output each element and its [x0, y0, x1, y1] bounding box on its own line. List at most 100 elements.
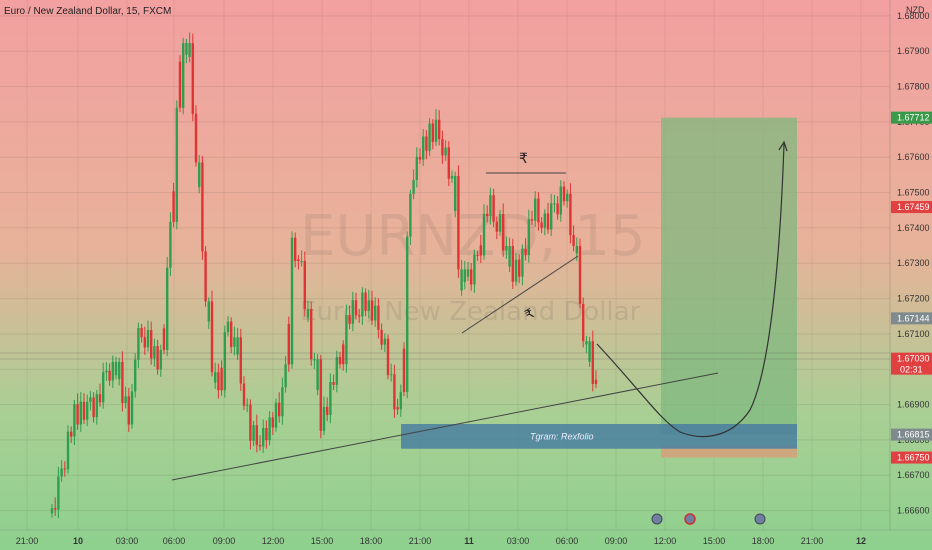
- candle-body: [271, 417, 274, 428]
- price-badge: [891, 201, 932, 214]
- candle-body: [521, 248, 524, 277]
- candle-body: [140, 328, 143, 338]
- candle-body: [114, 361, 118, 376]
- candle-body: [550, 203, 553, 230]
- event-marker[interactable]: [684, 513, 696, 525]
- candle-body: [207, 301, 210, 322]
- candles: [50, 32, 598, 519]
- price-tick-label: 1.67900: [897, 46, 930, 56]
- candle-body: [185, 43, 188, 55]
- time-axis-ticks[interactable]: 21:00 10 03:00 06:00 09:00 12:00 15:00 18:00 21:…: [16, 536, 866, 546]
- candle-body: [438, 119, 441, 140]
- candle-body: [92, 397, 95, 418]
- candle-body: [326, 406, 329, 415]
- price-tick-label: 1.67400: [897, 223, 930, 233]
- candle-body: [156, 346, 159, 370]
- candle-body: [60, 468, 63, 477]
- candle-body: [556, 203, 559, 215]
- time-tick-label: 12: [856, 536, 866, 546]
- candle-body: [262, 428, 265, 447]
- price-tick-label: 1.66600: [897, 506, 930, 516]
- candle-body: [153, 346, 156, 359]
- candle-body: [578, 245, 582, 304]
- candle-body: [354, 300, 358, 316]
- candle-body: [300, 261, 303, 263]
- candle-body: [108, 370, 111, 381]
- candle-body: [518, 259, 521, 277]
- time-tick-label: 06:00: [556, 536, 579, 546]
- candle-body: [105, 370, 108, 373]
- candle-body: [118, 361, 121, 380]
- price-badge-label: 1.67459: [897, 202, 930, 212]
- candle-body: [79, 401, 82, 425]
- candle-body: [351, 300, 354, 324]
- candle-body: [130, 391, 134, 425]
- candle-body: [553, 203, 556, 205]
- candle-body: [178, 61, 182, 108]
- candle-body: [102, 372, 105, 403]
- candle-body: [284, 364, 287, 388]
- candle-body: [313, 359, 316, 361]
- candle-body: [575, 245, 578, 254]
- price-badge: [891, 111, 932, 124]
- candle-body: [278, 402, 281, 417]
- candle-body: [428, 123, 431, 151]
- candle-body: [348, 315, 351, 324]
- candle-body: [143, 337, 146, 348]
- candle-body: [495, 221, 498, 232]
- candle-body: [546, 213, 550, 230]
- candle-body: [540, 222, 543, 228]
- price-badge-label: 1.66815: [897, 430, 930, 440]
- candle-body: [508, 246, 511, 267]
- time-tick-label: 15:00: [703, 536, 726, 546]
- projection-curve: [596, 143, 785, 438]
- price-badge: [891, 451, 932, 464]
- candle-body: [415, 156, 418, 181]
- candle-body: [182, 43, 185, 108]
- time-tick-label: 18:00: [752, 536, 775, 546]
- candle-body: [217, 372, 220, 391]
- candle-body: [188, 43, 191, 57]
- candle-body: [441, 139, 444, 156]
- candle-body: [95, 394, 98, 418]
- candle-body: [588, 341, 591, 362]
- candle-body: [479, 245, 482, 256]
- candle-body: [246, 404, 249, 406]
- candle-body: [258, 444, 262, 447]
- candle-body: [466, 269, 470, 277]
- candle-body: [361, 292, 364, 317]
- candle-body: [572, 234, 575, 246]
- time-tick-label: 21:00: [16, 536, 39, 546]
- candle-body: [124, 396, 127, 404]
- candle-body: [226, 321, 230, 333]
- candle-body: [530, 219, 534, 221]
- candle-body: [502, 214, 505, 251]
- event-marker[interactable]: [754, 513, 766, 525]
- price-badge-label: 1.67712: [897, 113, 930, 123]
- price-badge-label: 1.67144: [897, 313, 930, 323]
- candle-body: [489, 195, 492, 217]
- event-marker[interactable]: [651, 513, 663, 525]
- candle-body: [82, 401, 86, 420]
- candle-body: [169, 221, 172, 268]
- candle-body: [399, 391, 402, 410]
- candle-body: [214, 372, 217, 383]
- candle-body: [364, 292, 367, 311]
- candle-body: [146, 330, 150, 348]
- candle-body: [204, 251, 207, 302]
- candle-body: [383, 338, 386, 345]
- price-tick-label: 1.67200: [897, 294, 930, 304]
- candle-body: [175, 107, 178, 222]
- candle-body: [409, 193, 412, 237]
- chart-title: Euro / New Zealand Dollar, 15, FXCM: [4, 6, 171, 17]
- candle-body: [534, 198, 537, 221]
- candle-body: [287, 323, 290, 365]
- price-tick-label: 1.68000: [897, 11, 930, 21]
- candle-body: [386, 338, 390, 376]
- candle-body: [418, 156, 422, 160]
- candle-body: [230, 321, 233, 347]
- time-tick-label: 18:00: [360, 536, 383, 546]
